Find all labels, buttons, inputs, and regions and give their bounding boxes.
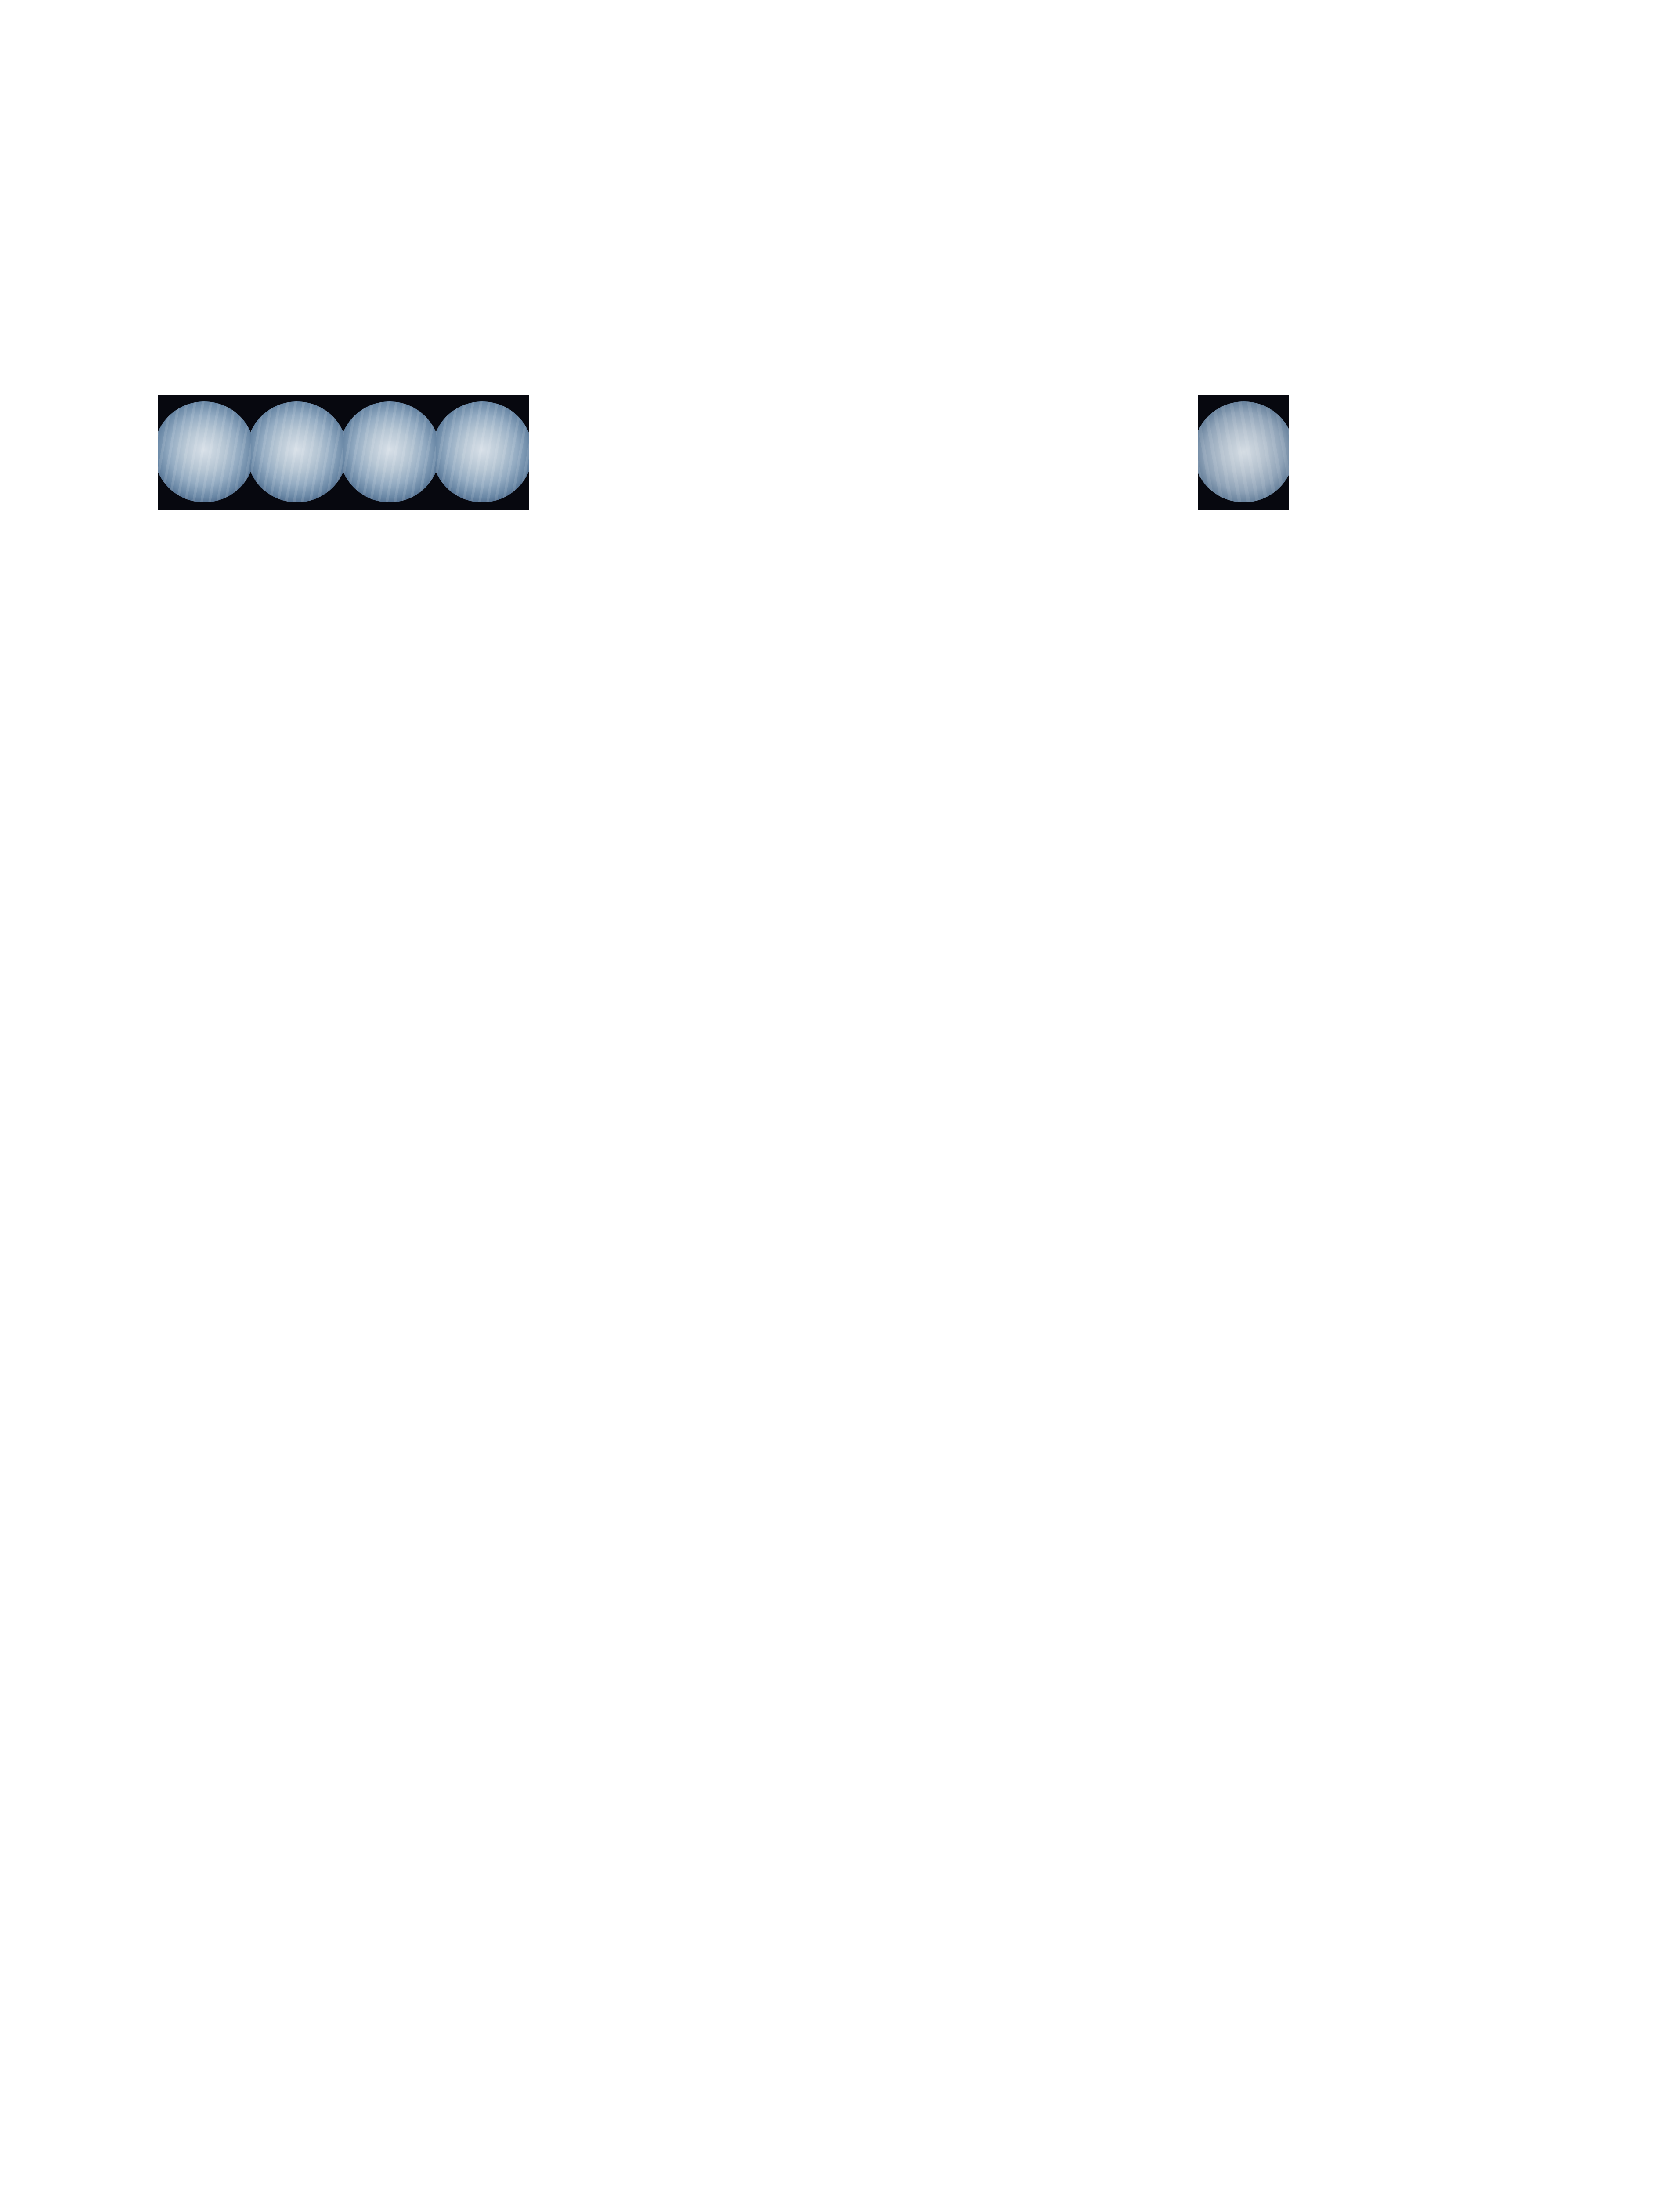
sky-image-2 [251,395,343,510]
yaxis-label-temperature [1386,1073,1412,1512]
sky-image-4 [436,395,529,510]
sky-image-3 [343,395,436,510]
sky-photo-circle [158,401,251,502]
sky-photo-circle [1198,401,1289,502]
yaxis-label-cloud-base-height [1386,596,1412,1036]
sky-photo-circle [343,401,436,502]
sky-photo-circle [436,401,529,502]
yaxis-label-surf-lw [59,1073,86,1512]
yaxis-label-narrowband [59,2063,86,2196]
sky-image-5 [1198,395,1289,510]
yaxis-label-downwelling-sw [59,1569,86,2008]
yaxis-label-cloud-occurrence [59,596,86,1036]
sky-image-1 [158,395,251,510]
sky-photo-circle [251,401,343,502]
